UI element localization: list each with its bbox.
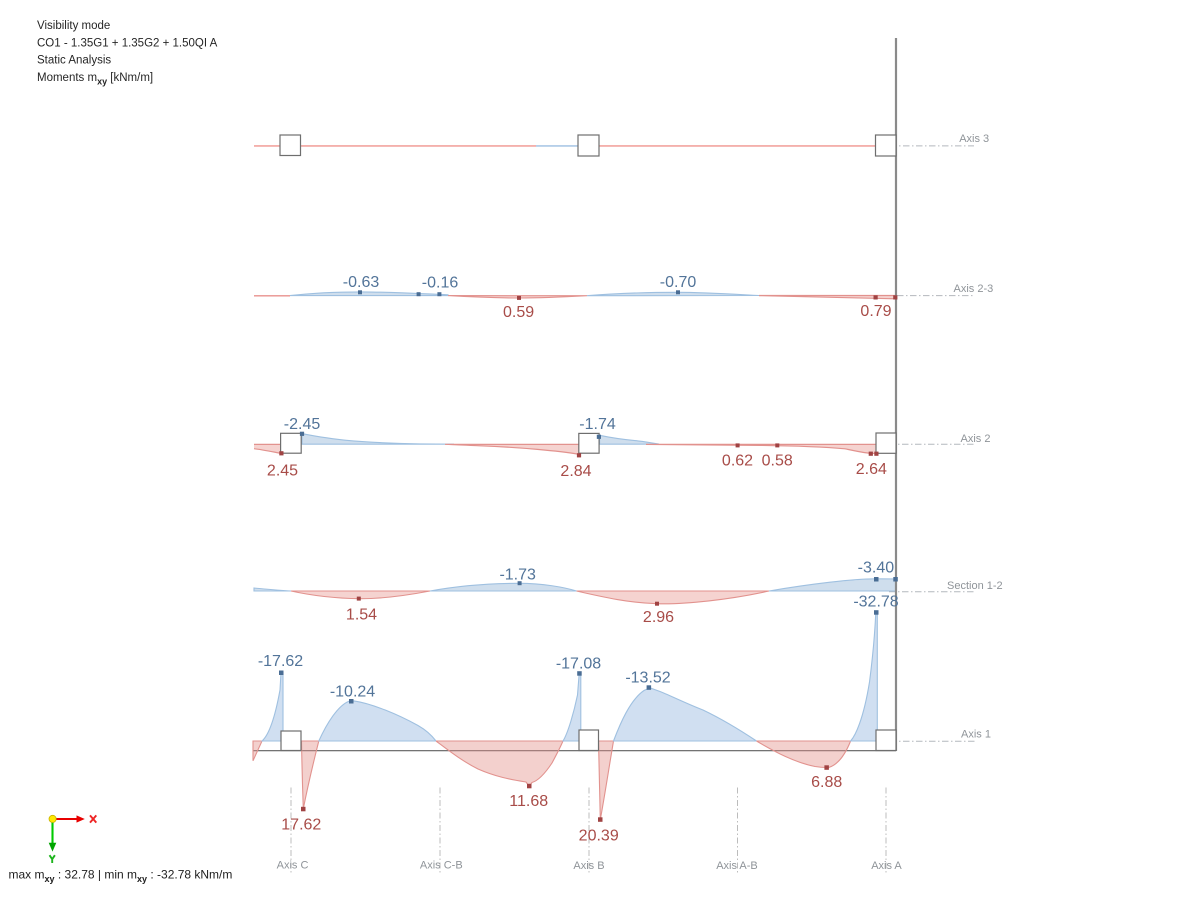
svg-text:max mxy : 32.78 | min mxy : -3: max mxy : 32.78 | min mxy : -32.78 kNm/m bbox=[9, 868, 233, 884]
svg-text:2.45: 2.45 bbox=[267, 463, 298, 480]
svg-text:20.39: 20.39 bbox=[579, 828, 619, 845]
svg-text:11.68: 11.68 bbox=[509, 793, 548, 810]
svg-text:Moments mxy [kNm/m]: Moments mxy [kNm/m] bbox=[37, 72, 153, 87]
svg-text:-10.24: -10.24 bbox=[330, 684, 375, 701]
svg-text:-3.40: -3.40 bbox=[858, 560, 895, 577]
svg-text:0.79: 0.79 bbox=[860, 303, 891, 320]
svg-text:Axis C-B: Axis C-B bbox=[420, 860, 463, 872]
svg-text:0.62: 0.62 bbox=[722, 453, 753, 470]
svg-text:-0.16: -0.16 bbox=[422, 275, 459, 292]
svg-text:17.62: 17.62 bbox=[281, 817, 321, 834]
svg-text:6.88: 6.88 bbox=[811, 774, 842, 791]
svg-text:Visibility mode: Visibility mode bbox=[37, 20, 110, 32]
svg-text:-17.62: -17.62 bbox=[258, 653, 303, 670]
svg-text:2.64: 2.64 bbox=[856, 461, 887, 478]
svg-text:Axis A-B: Axis A-B bbox=[716, 860, 758, 872]
svg-text:-2.45: -2.45 bbox=[284, 416, 321, 433]
svg-text:-1.73: -1.73 bbox=[499, 567, 536, 584]
svg-text:Section 1-2: Section 1-2 bbox=[947, 580, 1003, 592]
svg-text:Axis 1: Axis 1 bbox=[961, 728, 991, 740]
svg-text:Axis 3: Axis 3 bbox=[959, 133, 989, 145]
svg-text:1.54: 1.54 bbox=[346, 607, 377, 624]
svg-text:2.84: 2.84 bbox=[560, 463, 591, 480]
svg-text:-13.52: -13.52 bbox=[625, 670, 670, 687]
svg-text:Axis 2: Axis 2 bbox=[961, 433, 991, 445]
svg-text:Axis C: Axis C bbox=[277, 860, 309, 872]
svg-text:Static Analysis: Static Analysis bbox=[37, 55, 111, 67]
svg-text:-0.63: -0.63 bbox=[343, 274, 380, 291]
svg-text:Axis A: Axis A bbox=[871, 860, 902, 872]
svg-text:0.58: 0.58 bbox=[762, 453, 793, 470]
svg-text:-32.78: -32.78 bbox=[853, 594, 898, 611]
svg-text:Axis B: Axis B bbox=[573, 860, 604, 872]
svg-text:2.96: 2.96 bbox=[643, 609, 674, 626]
svg-text:CO1 - 1.35G1 + 1.35G2 + 1.50QI: CO1 - 1.35G1 + 1.35G2 + 1.50QI A bbox=[37, 37, 218, 49]
svg-text:0.59: 0.59 bbox=[503, 304, 534, 321]
svg-text:Axis 2-3: Axis 2-3 bbox=[954, 283, 994, 295]
svg-text:-1.74: -1.74 bbox=[579, 416, 616, 433]
svg-text:-0.70: -0.70 bbox=[660, 274, 697, 291]
svg-text:-17.08: -17.08 bbox=[556, 656, 601, 673]
